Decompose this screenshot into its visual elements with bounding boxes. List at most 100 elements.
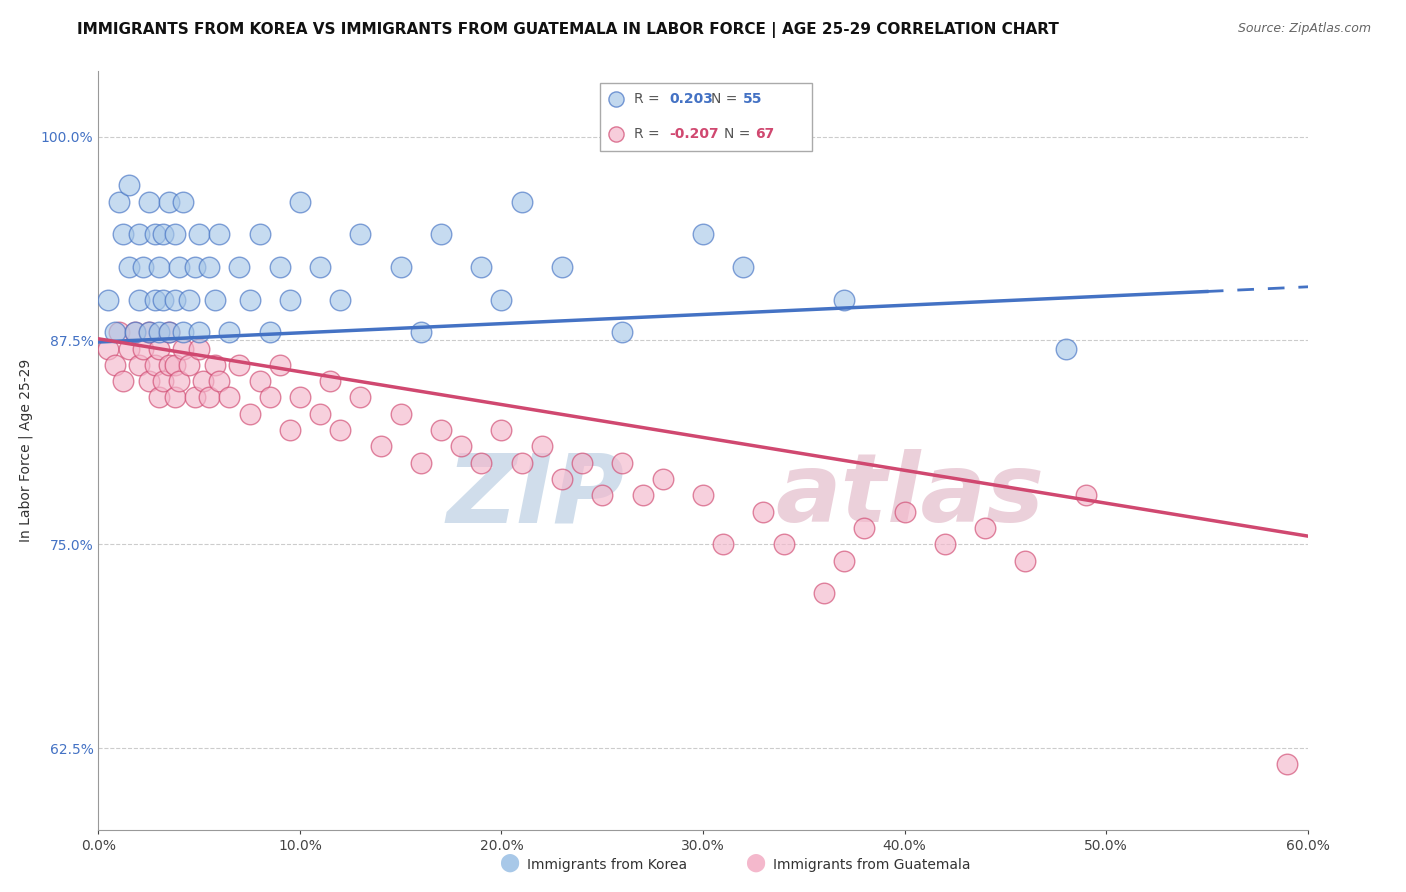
Point: [138, 325, 160, 339]
Point: [288, 194, 311, 209]
Point: [974, 521, 997, 535]
Point: [103, 358, 125, 372]
Point: [124, 325, 146, 339]
Point: [128, 358, 150, 372]
Text: R =: R =: [634, 128, 664, 141]
FancyBboxPatch shape: [600, 83, 811, 151]
Point: [138, 374, 160, 388]
Point: [319, 374, 342, 388]
Point: [124, 325, 146, 339]
Point: [167, 260, 190, 274]
Point: [430, 227, 453, 242]
Point: [309, 407, 332, 421]
Point: [450, 439, 472, 453]
Point: [692, 488, 714, 502]
Point: [107, 194, 129, 209]
Point: [103, 325, 125, 339]
Point: [132, 260, 155, 274]
Point: [269, 260, 291, 274]
Point: [551, 472, 574, 486]
Point: [152, 227, 174, 242]
Point: [118, 260, 141, 274]
Point: [571, 456, 593, 470]
Point: [188, 342, 211, 356]
Point: [143, 293, 166, 307]
Point: [172, 342, 194, 356]
Point: [430, 423, 453, 437]
Point: [853, 521, 876, 535]
Point: [389, 407, 412, 421]
Point: [97, 293, 120, 307]
Point: [949, 265, 972, 279]
Point: [949, 190, 972, 204]
Point: [389, 260, 412, 274]
Point: [278, 293, 301, 307]
Point: [157, 325, 180, 339]
Point: [510, 194, 533, 209]
Point: [530, 439, 553, 453]
Point: [249, 374, 271, 388]
Text: ZIP: ZIP: [447, 450, 624, 542]
Point: [239, 407, 262, 421]
Point: [692, 227, 714, 242]
Text: atlas: atlas: [776, 450, 1045, 542]
Point: [1054, 342, 1077, 356]
Point: [551, 260, 574, 274]
Point: [118, 178, 141, 193]
Point: [269, 358, 291, 372]
Point: [128, 293, 150, 307]
Point: [349, 227, 371, 242]
Point: [510, 456, 533, 470]
Text: ⬤: ⬤: [499, 854, 519, 872]
Text: IMMIGRANTS FROM KOREA VS IMMIGRANTS FROM GUATEMALA IN LABOR FORCE | AGE 25-29 CO: IMMIGRANTS FROM KOREA VS IMMIGRANTS FROM…: [77, 22, 1059, 38]
Text: 67: 67: [755, 128, 775, 141]
Point: [172, 325, 194, 339]
Point: [198, 260, 221, 274]
Point: [111, 227, 134, 242]
Point: [204, 293, 226, 307]
Text: 0.203: 0.203: [669, 93, 713, 106]
Text: N =: N =: [724, 128, 754, 141]
Point: [1014, 553, 1036, 567]
Point: [148, 325, 170, 339]
Point: [163, 358, 186, 372]
Point: [752, 505, 775, 519]
Point: [409, 325, 432, 339]
Point: [172, 194, 194, 209]
Point: [278, 423, 301, 437]
Point: [612, 456, 634, 470]
Point: [138, 194, 160, 209]
Point: [249, 227, 271, 242]
Point: [832, 553, 855, 567]
Point: [228, 260, 250, 274]
Point: [184, 391, 207, 405]
Point: [1074, 488, 1097, 502]
Point: [111, 374, 134, 388]
Point: [1277, 757, 1299, 772]
Point: [591, 488, 613, 502]
Point: [228, 358, 250, 372]
Point: [184, 260, 207, 274]
Point: [163, 293, 186, 307]
Point: [132, 342, 155, 356]
Point: [163, 227, 186, 242]
Point: [711, 537, 734, 551]
Point: [163, 391, 186, 405]
Point: [208, 374, 231, 388]
Point: [491, 293, 513, 307]
Point: [204, 358, 226, 372]
Point: [470, 260, 492, 274]
Point: [259, 391, 281, 405]
Point: [832, 293, 855, 307]
Point: [128, 227, 150, 242]
Point: [143, 358, 166, 372]
Point: [157, 325, 180, 339]
Point: [179, 358, 201, 372]
Y-axis label: In Labor Force | Age 25-29: In Labor Force | Age 25-29: [18, 359, 32, 542]
Text: N =: N =: [711, 93, 742, 106]
Point: [288, 391, 311, 405]
Point: [329, 423, 352, 437]
Point: [148, 391, 170, 405]
Point: [188, 325, 211, 339]
Point: [152, 374, 174, 388]
